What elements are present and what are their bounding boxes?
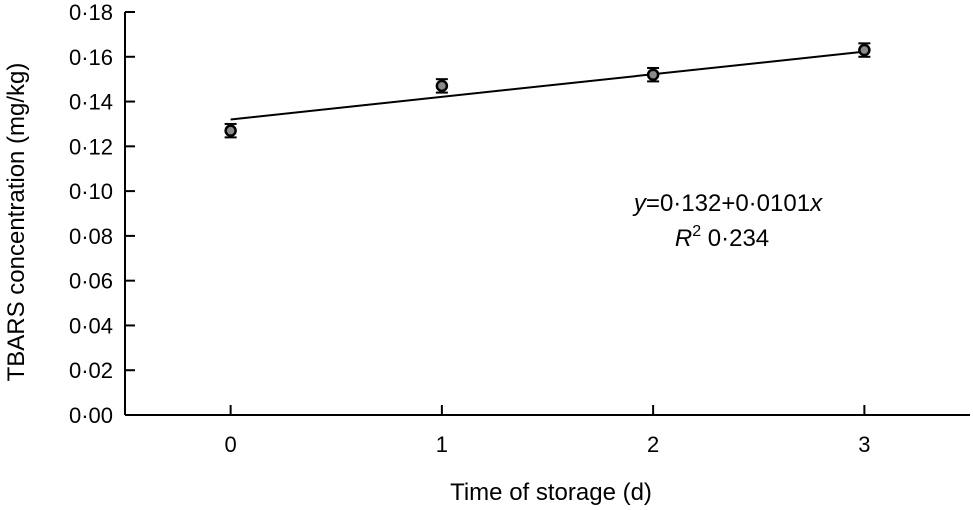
y-tick-label: 0·08 — [69, 224, 113, 249]
y-tick-label: 0·10 — [69, 179, 113, 204]
data-point — [646, 68, 660, 81]
x-tick-label: 0 — [225, 432, 237, 457]
x-tick-label: 2 — [647, 432, 659, 457]
x-tick-label: 1 — [436, 432, 448, 457]
data-points — [224, 42, 871, 139]
regression-line-group — [230, 50, 865, 121]
y-tick-label: 0·04 — [69, 313, 113, 338]
y-tick-label: 0·12 — [69, 134, 113, 159]
eq-x-symbol: x — [809, 190, 823, 217]
y-tick-label: 0·16 — [69, 45, 113, 70]
r-squared-label: R2 0·234 — [675, 223, 769, 252]
eq-body: =0·132+0·0101 — [646, 190, 810, 217]
r-exponent: 2 — [692, 223, 701, 240]
y-tick-label: 0·02 — [69, 358, 113, 383]
x-axis-title: Time of storage (d) — [450, 479, 652, 506]
eq-y-symbol: y — [632, 190, 648, 217]
regression-line — [230, 50, 865, 121]
x-axis-ticks: 0 1 2 3 — [225, 405, 871, 457]
data-point — [858, 43, 871, 57]
x-tick-label: 3 — [858, 432, 870, 457]
y-tick-label: 0·00 — [69, 403, 113, 428]
y-axis-title: TBARS concentration (mg/kg) — [3, 63, 30, 382]
r-squared-value: 0·234 — [701, 225, 769, 252]
y-tick-label: 0·14 — [69, 90, 113, 115]
regression-equation: y=0·132+0·0101x — [632, 190, 823, 217]
y-tick-label: 0·06 — [69, 269, 113, 294]
y-tick-label: 0·18 — [69, 0, 113, 25]
y-axis-ticks: 0·00 0·02 0·04 0·06 0·08 0·10 0·12 0·14 0·16 0·18 — [69, 0, 135, 428]
data-point — [224, 124, 237, 137]
r-symbol: R — [675, 225, 692, 252]
data-point — [435, 79, 449, 93]
